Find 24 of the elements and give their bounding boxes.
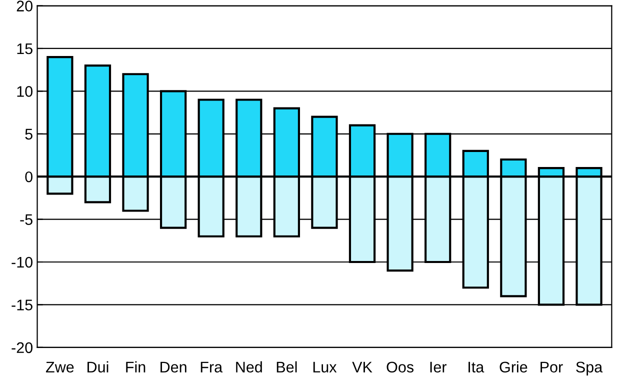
x-tick-label: VK (352, 362, 372, 372)
x-tick-label: Ned (236, 361, 262, 373)
y-tick-label: 10 (17, 86, 32, 97)
x-tick-label: Zwe (46, 362, 74, 373)
y-tick-label: -20 (12, 342, 32, 354)
x-tick-label: Fra (200, 362, 223, 373)
y-tick-label: 15 (17, 44, 32, 54)
y-tick-label: 5 (25, 128, 32, 140)
x-tick-label: Oos (386, 362, 414, 373)
x-tick-label: Ier (430, 362, 447, 373)
y-tick-label: -10 (12, 256, 32, 268)
x-tick-label: Lux (313, 362, 337, 373)
x-tick-label: Den (160, 362, 186, 373)
x-tick-label: Dui (88, 361, 108, 373)
y-tick-label: -5 (20, 214, 32, 225)
x-tick-label: Fin (126, 361, 146, 372)
x-tick-label: Por (540, 362, 563, 373)
y-tick-label: -15 (12, 300, 32, 310)
x-tick-label: Spa (576, 362, 603, 376)
x-tick-label: Grie (500, 361, 528, 373)
y-tick-label: 20 (16, 0, 32, 12)
y-tick-label: 0 (25, 171, 32, 182)
x-tick-label: Bel (276, 361, 297, 373)
x-tick-label: Ita (468, 362, 484, 373)
